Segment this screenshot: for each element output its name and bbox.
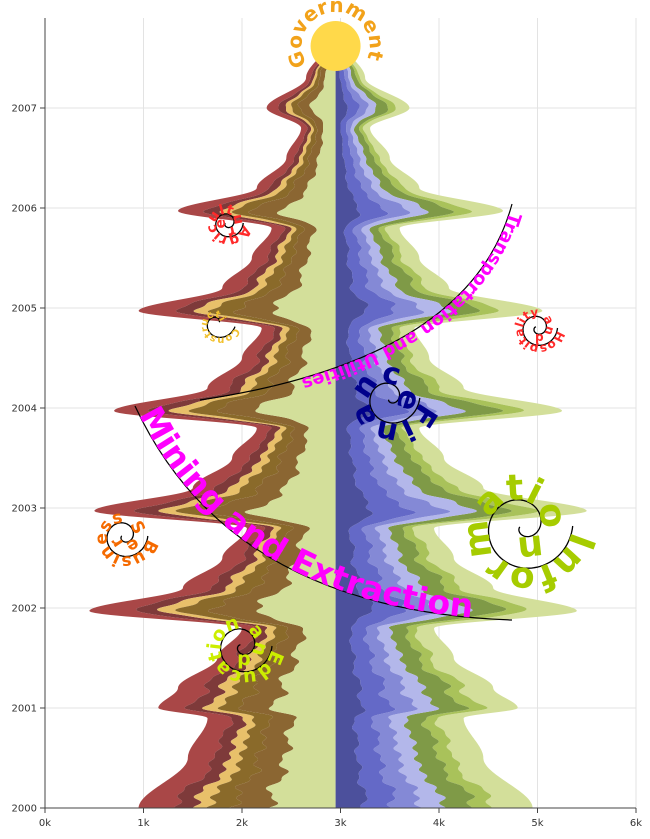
annotation-9-label: Construction [0, 0, 241, 345]
annotation-6-curve [522, 315, 559, 346]
x-tick-label: 3k [334, 818, 346, 829]
annotation-7-label: Business Services [0, 0, 162, 572]
stream-band-right-4 [336, 33, 450, 808]
stream-band-right-5 [336, 33, 416, 808]
stream-band-right-1 [338, 33, 539, 808]
y-tick-label: 2003 [12, 504, 37, 515]
stream-band-right-0 [338, 33, 587, 808]
x-tick-label: 5k [531, 818, 543, 829]
stream-band-left-4 [200, 33, 335, 808]
axis-layer: 0k 1k 2k 3k 4k 5k 6k 2000 2001 2002 2003 2004 2005 20… [12, 18, 642, 829]
stream-band-right-6 [335, 33, 375, 808]
stream-band-left-0 [89, 33, 333, 808]
stream-band-left-3 [175, 33, 334, 808]
y-tick-label: 2007 [12, 104, 37, 115]
annotation-2-curve [199, 203, 513, 401]
y-tick-label: 2004 [12, 404, 37, 415]
annotation-4-curve [487, 499, 574, 569]
x-tick-label: 0k [39, 818, 51, 829]
stream-band-left-5 [244, 33, 336, 808]
annotation-1-curve [134, 405, 513, 621]
annotation-3-curve [369, 382, 421, 424]
annotation-5-curve [215, 213, 244, 238]
stream-band-left-2 [157, 33, 334, 808]
y-tick-label: 2002 [12, 604, 37, 615]
annotation-8-curve [219, 628, 273, 673]
x-tick-label: 4k [433, 818, 445, 829]
y-tick-label: 2001 [12, 704, 37, 715]
stream-band-right-2 [337, 33, 512, 808]
y-tick-label: 2005 [12, 304, 37, 315]
stream-band-left-1 [133, 33, 333, 808]
y-tick-label: 2000 [12, 804, 37, 815]
annotation-7-curve [106, 522, 149, 558]
x-tick-label: 6k [630, 818, 642, 829]
sun-circle [310, 21, 361, 71]
y-tick-label: 2006 [12, 204, 37, 215]
annotation-9-curve [206, 316, 236, 339]
x-tick-label: 2k [236, 818, 248, 829]
x-tick-label: 1k [137, 818, 149, 829]
